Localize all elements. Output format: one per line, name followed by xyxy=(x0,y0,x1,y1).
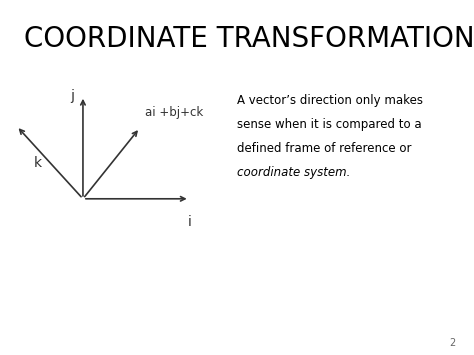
Text: ai +bj+ck: ai +bj+ck xyxy=(145,106,203,119)
Text: i: i xyxy=(188,215,191,229)
Text: COORDINATE TRANSFORMATION: COORDINATE TRANSFORMATION xyxy=(24,25,474,53)
Text: 2: 2 xyxy=(449,338,455,348)
Text: k: k xyxy=(34,156,42,170)
Text: A vector’s direction only makes: A vector’s direction only makes xyxy=(237,94,423,107)
Text: j: j xyxy=(71,89,74,103)
Text: sense when it is compared to a: sense when it is compared to a xyxy=(237,118,422,131)
Text: defined frame of reference or: defined frame of reference or xyxy=(237,142,411,155)
Text: coordinate system.: coordinate system. xyxy=(237,166,350,180)
